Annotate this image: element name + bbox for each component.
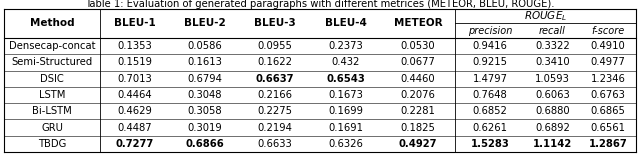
Text: BLEU-1: BLEU-1 (114, 19, 156, 29)
Text: 0.2373: 0.2373 (328, 41, 363, 51)
Text: 0.7648: 0.7648 (472, 90, 508, 100)
Text: 0.6543: 0.6543 (326, 74, 365, 84)
Text: 0.2275: 0.2275 (257, 106, 292, 116)
Text: 0.1691: 0.1691 (328, 123, 363, 133)
Text: 0.6794: 0.6794 (188, 74, 223, 84)
Text: 0.6326: 0.6326 (328, 139, 363, 149)
Text: 0.4460: 0.4460 (401, 74, 435, 84)
Text: 0.1519: 0.1519 (118, 57, 152, 67)
Text: 0.2076: 0.2076 (401, 90, 435, 100)
Text: 0.6637: 0.6637 (256, 74, 294, 84)
Text: 0.2166: 0.2166 (257, 90, 292, 100)
Text: 0.6852: 0.6852 (472, 106, 508, 116)
Text: 0.6633: 0.6633 (258, 139, 292, 149)
Text: Semi-Structured: Semi-Structured (12, 57, 93, 67)
Text: Method: Method (29, 19, 74, 29)
Text: 0.3322: 0.3322 (535, 41, 570, 51)
Text: 1.0593: 1.0593 (535, 74, 570, 84)
Text: 1.2346: 1.2346 (591, 74, 625, 84)
Text: 0.9215: 0.9215 (472, 57, 508, 67)
Text: 0.6880: 0.6880 (535, 106, 570, 116)
Text: 0.4927: 0.4927 (399, 139, 437, 149)
Text: 0.0530: 0.0530 (401, 41, 435, 51)
Text: recall: recall (539, 25, 566, 36)
Text: 0.432: 0.432 (332, 57, 360, 67)
Text: 0.4487: 0.4487 (118, 123, 152, 133)
Text: 0.1825: 0.1825 (401, 123, 435, 133)
Text: GRU: GRU (41, 123, 63, 133)
Text: 1.4797: 1.4797 (472, 74, 508, 84)
Text: 0.0955: 0.0955 (257, 41, 292, 51)
Text: 0.3019: 0.3019 (188, 123, 222, 133)
Text: 0.6561: 0.6561 (591, 123, 625, 133)
Text: 1.1142: 1.1142 (533, 139, 572, 149)
Text: LSTM: LSTM (39, 90, 65, 100)
Text: 1.2867: 1.2867 (589, 139, 627, 149)
Text: DSIC: DSIC (40, 74, 64, 84)
Text: 0.3410: 0.3410 (535, 57, 570, 67)
Text: 0.7013: 0.7013 (118, 74, 152, 84)
Text: Densecap-concat: Densecap-concat (9, 41, 95, 51)
Text: 0.6892: 0.6892 (535, 123, 570, 133)
Text: $ROUGE_L$: $ROUGE_L$ (524, 9, 567, 23)
Text: 0.1613: 0.1613 (188, 57, 223, 67)
Text: 0.3058: 0.3058 (188, 106, 222, 116)
Text: precision: precision (468, 25, 512, 36)
Text: 0.0677: 0.0677 (401, 57, 435, 67)
Text: 0.6763: 0.6763 (591, 90, 625, 100)
Text: BLEU-4: BLEU-4 (324, 19, 367, 29)
Text: f-score: f-score (591, 25, 625, 36)
Text: 0.2281: 0.2281 (401, 106, 435, 116)
Text: Table 1: Evaluation of generated paragraphs with different metrices (METEOR, BLE: Table 1: Evaluation of generated paragra… (85, 0, 555, 9)
Text: Bi-LSTM: Bi-LSTM (32, 106, 72, 116)
Text: 0.9416: 0.9416 (472, 41, 508, 51)
Text: 0.1353: 0.1353 (118, 41, 152, 51)
Text: 0.6865: 0.6865 (591, 106, 625, 116)
Text: METEOR: METEOR (394, 19, 442, 29)
Text: 0.4629: 0.4629 (118, 106, 152, 116)
Text: 1.5283: 1.5283 (470, 139, 509, 149)
Text: 0.6866: 0.6866 (186, 139, 225, 149)
Text: 0.7277: 0.7277 (116, 139, 154, 149)
Text: BLEU-2: BLEU-2 (184, 19, 226, 29)
Text: 0.4910: 0.4910 (591, 41, 625, 51)
Text: 0.0586: 0.0586 (188, 41, 222, 51)
Text: 0.1673: 0.1673 (328, 90, 363, 100)
Text: 0.3048: 0.3048 (188, 90, 222, 100)
Text: 0.4977: 0.4977 (591, 57, 625, 67)
Text: 0.6063: 0.6063 (535, 90, 570, 100)
Text: BLEU-3: BLEU-3 (254, 19, 296, 29)
Text: 0.1699: 0.1699 (328, 106, 363, 116)
Text: 0.6261: 0.6261 (472, 123, 508, 133)
Text: 0.2194: 0.2194 (257, 123, 292, 133)
Text: TBDG: TBDG (38, 139, 66, 149)
Text: 0.1622: 0.1622 (257, 57, 292, 67)
Text: 0.4464: 0.4464 (118, 90, 152, 100)
